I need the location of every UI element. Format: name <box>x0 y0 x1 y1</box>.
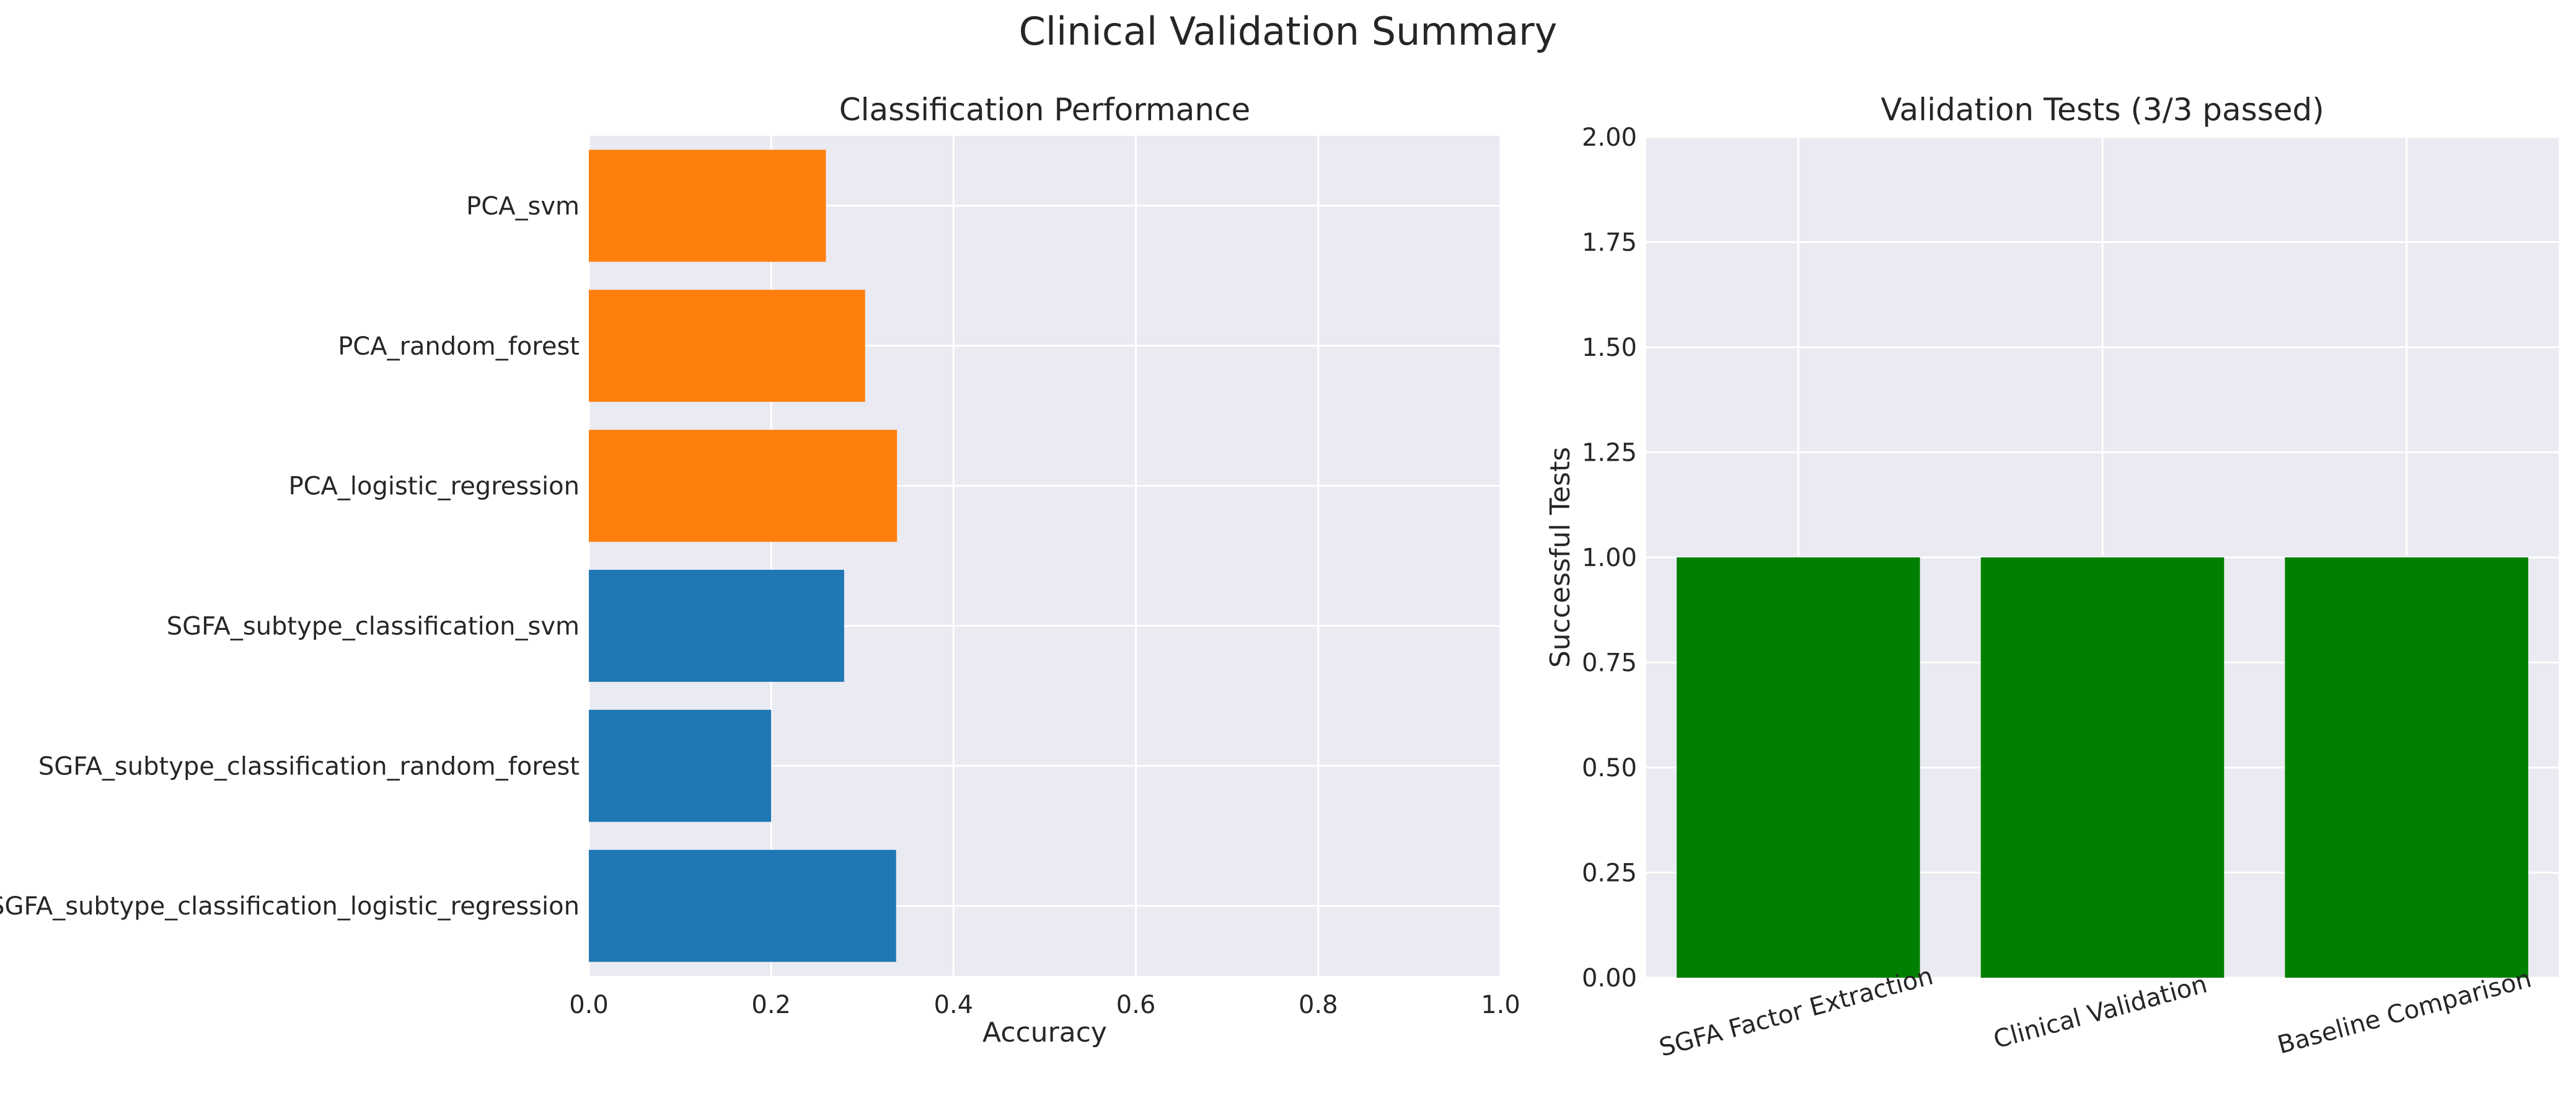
bar-pca-random-forest <box>589 290 865 402</box>
y-tick-label: 1.75 <box>1582 229 1637 257</box>
classification-performance-chart: 0.0 0.2 0.4 0.6 0.8 1.0 PCA_svm PCA_random_fore… <box>0 92 1520 1048</box>
x-tick-label: 0.2 <box>751 991 791 1019</box>
bar-baseline-comparison <box>2285 557 2528 978</box>
y-tick-label: 1.25 <box>1582 439 1637 467</box>
y-tick-label: SGFA_subtype_classification_svm <box>167 612 580 640</box>
y-tick-label: 0.50 <box>1582 754 1637 782</box>
x-tick-label: 0.4 <box>934 991 974 1019</box>
x-tick-label: 1.0 <box>1481 991 1520 1019</box>
validation-tests-chart: 0.000.250.500.751.001.251.501.752.00SGFA… <box>1545 92 2559 1063</box>
bar-sgfa-subtype-classification-random-forest <box>589 709 772 822</box>
y-tick-label: 0.00 <box>1582 964 1637 993</box>
y-tick-label: PCA_random_forest <box>338 332 580 361</box>
x-tick-label: Clinical Validation <box>1990 970 2210 1054</box>
y-tick-label: 1.00 <box>1582 544 1637 572</box>
y-tick-label: 0.75 <box>1582 649 1637 678</box>
bar-clinical-validation <box>1980 557 2225 978</box>
bar-pca-svm <box>589 149 826 262</box>
y-tick-label: PCA_svm <box>466 192 580 221</box>
y-axis-label: Successful Tests <box>1545 447 1576 668</box>
bar-sgfa-subtype-classification-logistic-regression <box>589 849 896 962</box>
x-tick-label: 0.0 <box>569 991 609 1019</box>
x-axis-label: Accuracy <box>982 1017 1107 1048</box>
x-tick-label: Baseline Comparison <box>2275 965 2534 1060</box>
y-tick-label: 1.50 <box>1582 334 1637 362</box>
chart-title: Classification Performance <box>839 92 1251 128</box>
plot-area <box>589 136 1501 976</box>
bar-sgfa-factor-extraction <box>1677 557 1920 978</box>
y-tick-label: 2.00 <box>1582 123 1637 152</box>
y-tick-label: SGFA_subtype_classification_logistic_reg… <box>0 892 580 921</box>
figure-title: Clinical Validation Summary <box>1019 9 1558 54</box>
y-tick-label: SGFA_subtype_classification_random_fores… <box>38 752 580 781</box>
x-tick-label: 0.8 <box>1299 991 1338 1019</box>
x-tick-label: 0.6 <box>1116 991 1156 1019</box>
bar-sgfa-subtype-classification-svm <box>589 570 844 682</box>
y-tick-label: PCA_logistic_regression <box>289 472 580 501</box>
y-tick-label: 0.25 <box>1582 859 1637 888</box>
bar-pca-logistic-regression <box>589 430 898 542</box>
chart-title: Validation Tests (3/3 passed) <box>1881 92 2324 128</box>
